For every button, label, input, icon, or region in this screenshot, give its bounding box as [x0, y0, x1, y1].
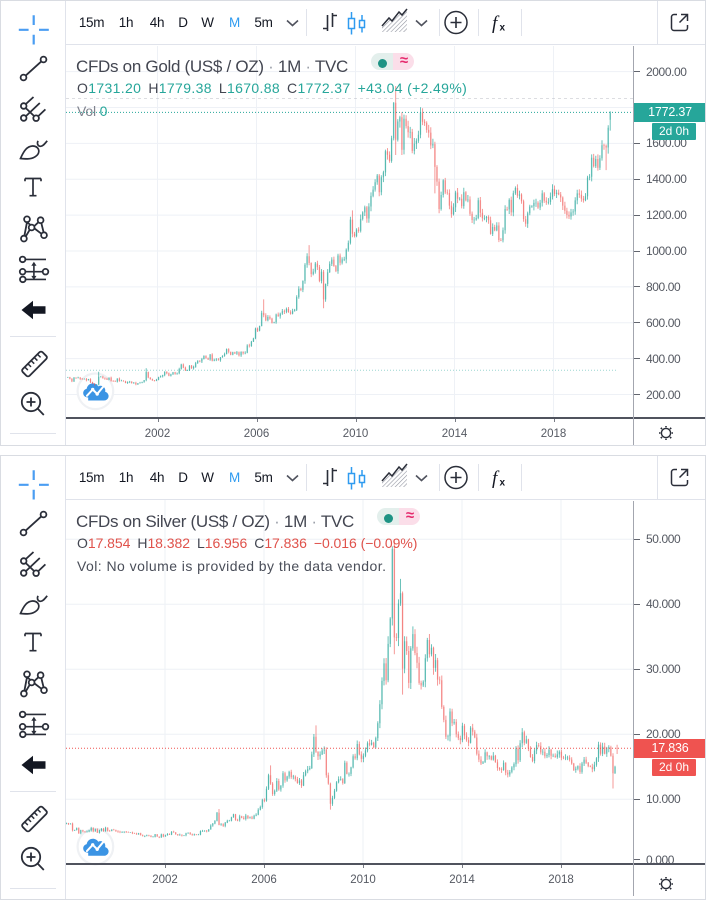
- svg-text:x: x: [500, 478, 506, 489]
- svg-text:x: x: [500, 23, 506, 34]
- svg-text:f: f: [492, 468, 500, 489]
- svg-text:f: f: [492, 13, 500, 34]
